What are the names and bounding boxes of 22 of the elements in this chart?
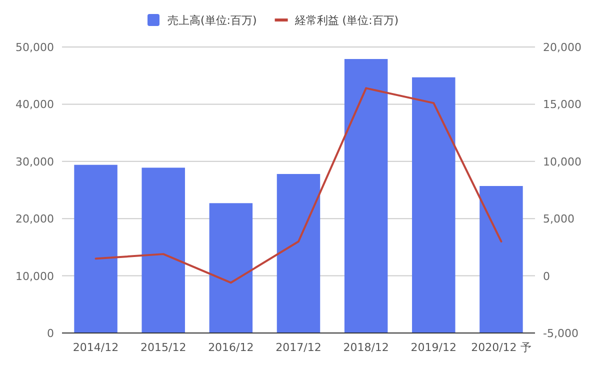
y2-tick-label: 5,000 xyxy=(543,212,574,226)
x-tick-label: 2015/12 xyxy=(140,341,186,354)
legend-label: 売上高(単位:百万) xyxy=(168,14,257,27)
y-tick-label: 30,000 xyxy=(16,155,54,168)
x-tick-label: 2019/12 xyxy=(410,341,456,354)
x-tick-label: 2014/12 xyxy=(72,341,119,354)
x-tick-label: 2016/12 xyxy=(208,341,254,354)
y-tick-label: 0 xyxy=(47,327,54,340)
x-tick-label: 2018/12 xyxy=(343,341,389,354)
line-series xyxy=(94,87,502,284)
y-tick-label: 20,000 xyxy=(16,212,54,226)
legend-label: 経常利益 (単位:百万) xyxy=(294,14,399,27)
x-tick-label: 2020/12 予 xyxy=(471,341,532,354)
y2-tick-label: 15,000 xyxy=(543,98,582,112)
y-tick-label: 10,000 xyxy=(16,270,54,283)
y2-tick-label: 10,000 xyxy=(543,155,582,168)
y2-tick-label: 20,000 xyxy=(543,41,582,54)
y2-tick-label: -5,000 xyxy=(543,327,578,340)
x-tick-label: 2017/12 xyxy=(276,341,322,354)
y-tick-label: 40,000 xyxy=(16,98,54,112)
y-tick-label: 50,000 xyxy=(16,41,54,54)
y2-tick-label: 0 xyxy=(543,270,550,283)
